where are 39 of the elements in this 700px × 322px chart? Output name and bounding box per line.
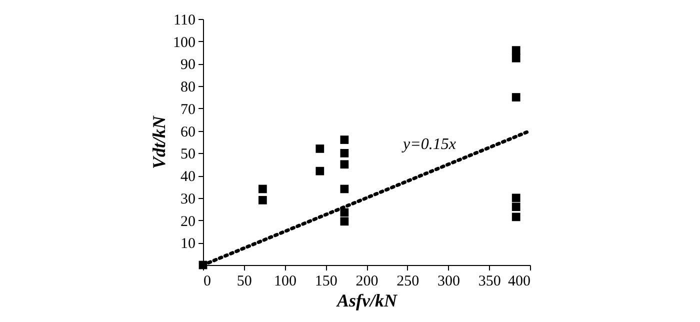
point: [316, 144, 324, 153]
point: [316, 166, 324, 176]
point: [258, 196, 267, 204]
x-tick-label: 100: [274, 274, 296, 290]
y-tick-label: 10: [180, 236, 196, 252]
y-tick-label: 70: [180, 102, 196, 118]
point: [512, 93, 520, 102]
y-tick-label: 50: [180, 146, 196, 163]
x-tick-label: 200: [356, 274, 378, 290]
x-tick-label: 250: [396, 274, 420, 290]
x-tick-label: 150: [314, 274, 338, 290]
point: [340, 160, 349, 169]
point: [340, 149, 349, 158]
y-tick-label: 40: [180, 169, 196, 186]
y-tick-label: 60: [180, 124, 196, 140]
x-tick-label: 300: [438, 274, 460, 290]
y-tick-label: 90: [180, 57, 196, 74]
point: [340, 208, 349, 217]
x-tick-label: 0: [204, 274, 211, 290]
point: [258, 184, 267, 194]
y-tick-label: 30: [180, 191, 196, 208]
point: [512, 194, 520, 202]
y-tick-label: 100: [173, 34, 196, 51]
y-tick-label: 20: [180, 214, 196, 230]
y-axis-title: Vdt/kN: [149, 115, 169, 170]
point: [512, 54, 520, 62]
annotation: y=0.15x: [401, 136, 456, 153]
x-tick-label: 400: [508, 274, 530, 290]
x-axis-title: Asfv/kN: [336, 290, 398, 310]
point: [340, 184, 349, 194]
y-tick-label: 110: [174, 12, 196, 28]
x-tick-label: 350: [478, 274, 501, 290]
point: [512, 202, 520, 212]
x-tick-label: 50: [236, 274, 252, 290]
point: [340, 217, 349, 226]
y-tick-label: 80: [180, 80, 196, 96]
point: [512, 212, 520, 222]
point: [512, 46, 520, 54]
point: [340, 136, 349, 144]
